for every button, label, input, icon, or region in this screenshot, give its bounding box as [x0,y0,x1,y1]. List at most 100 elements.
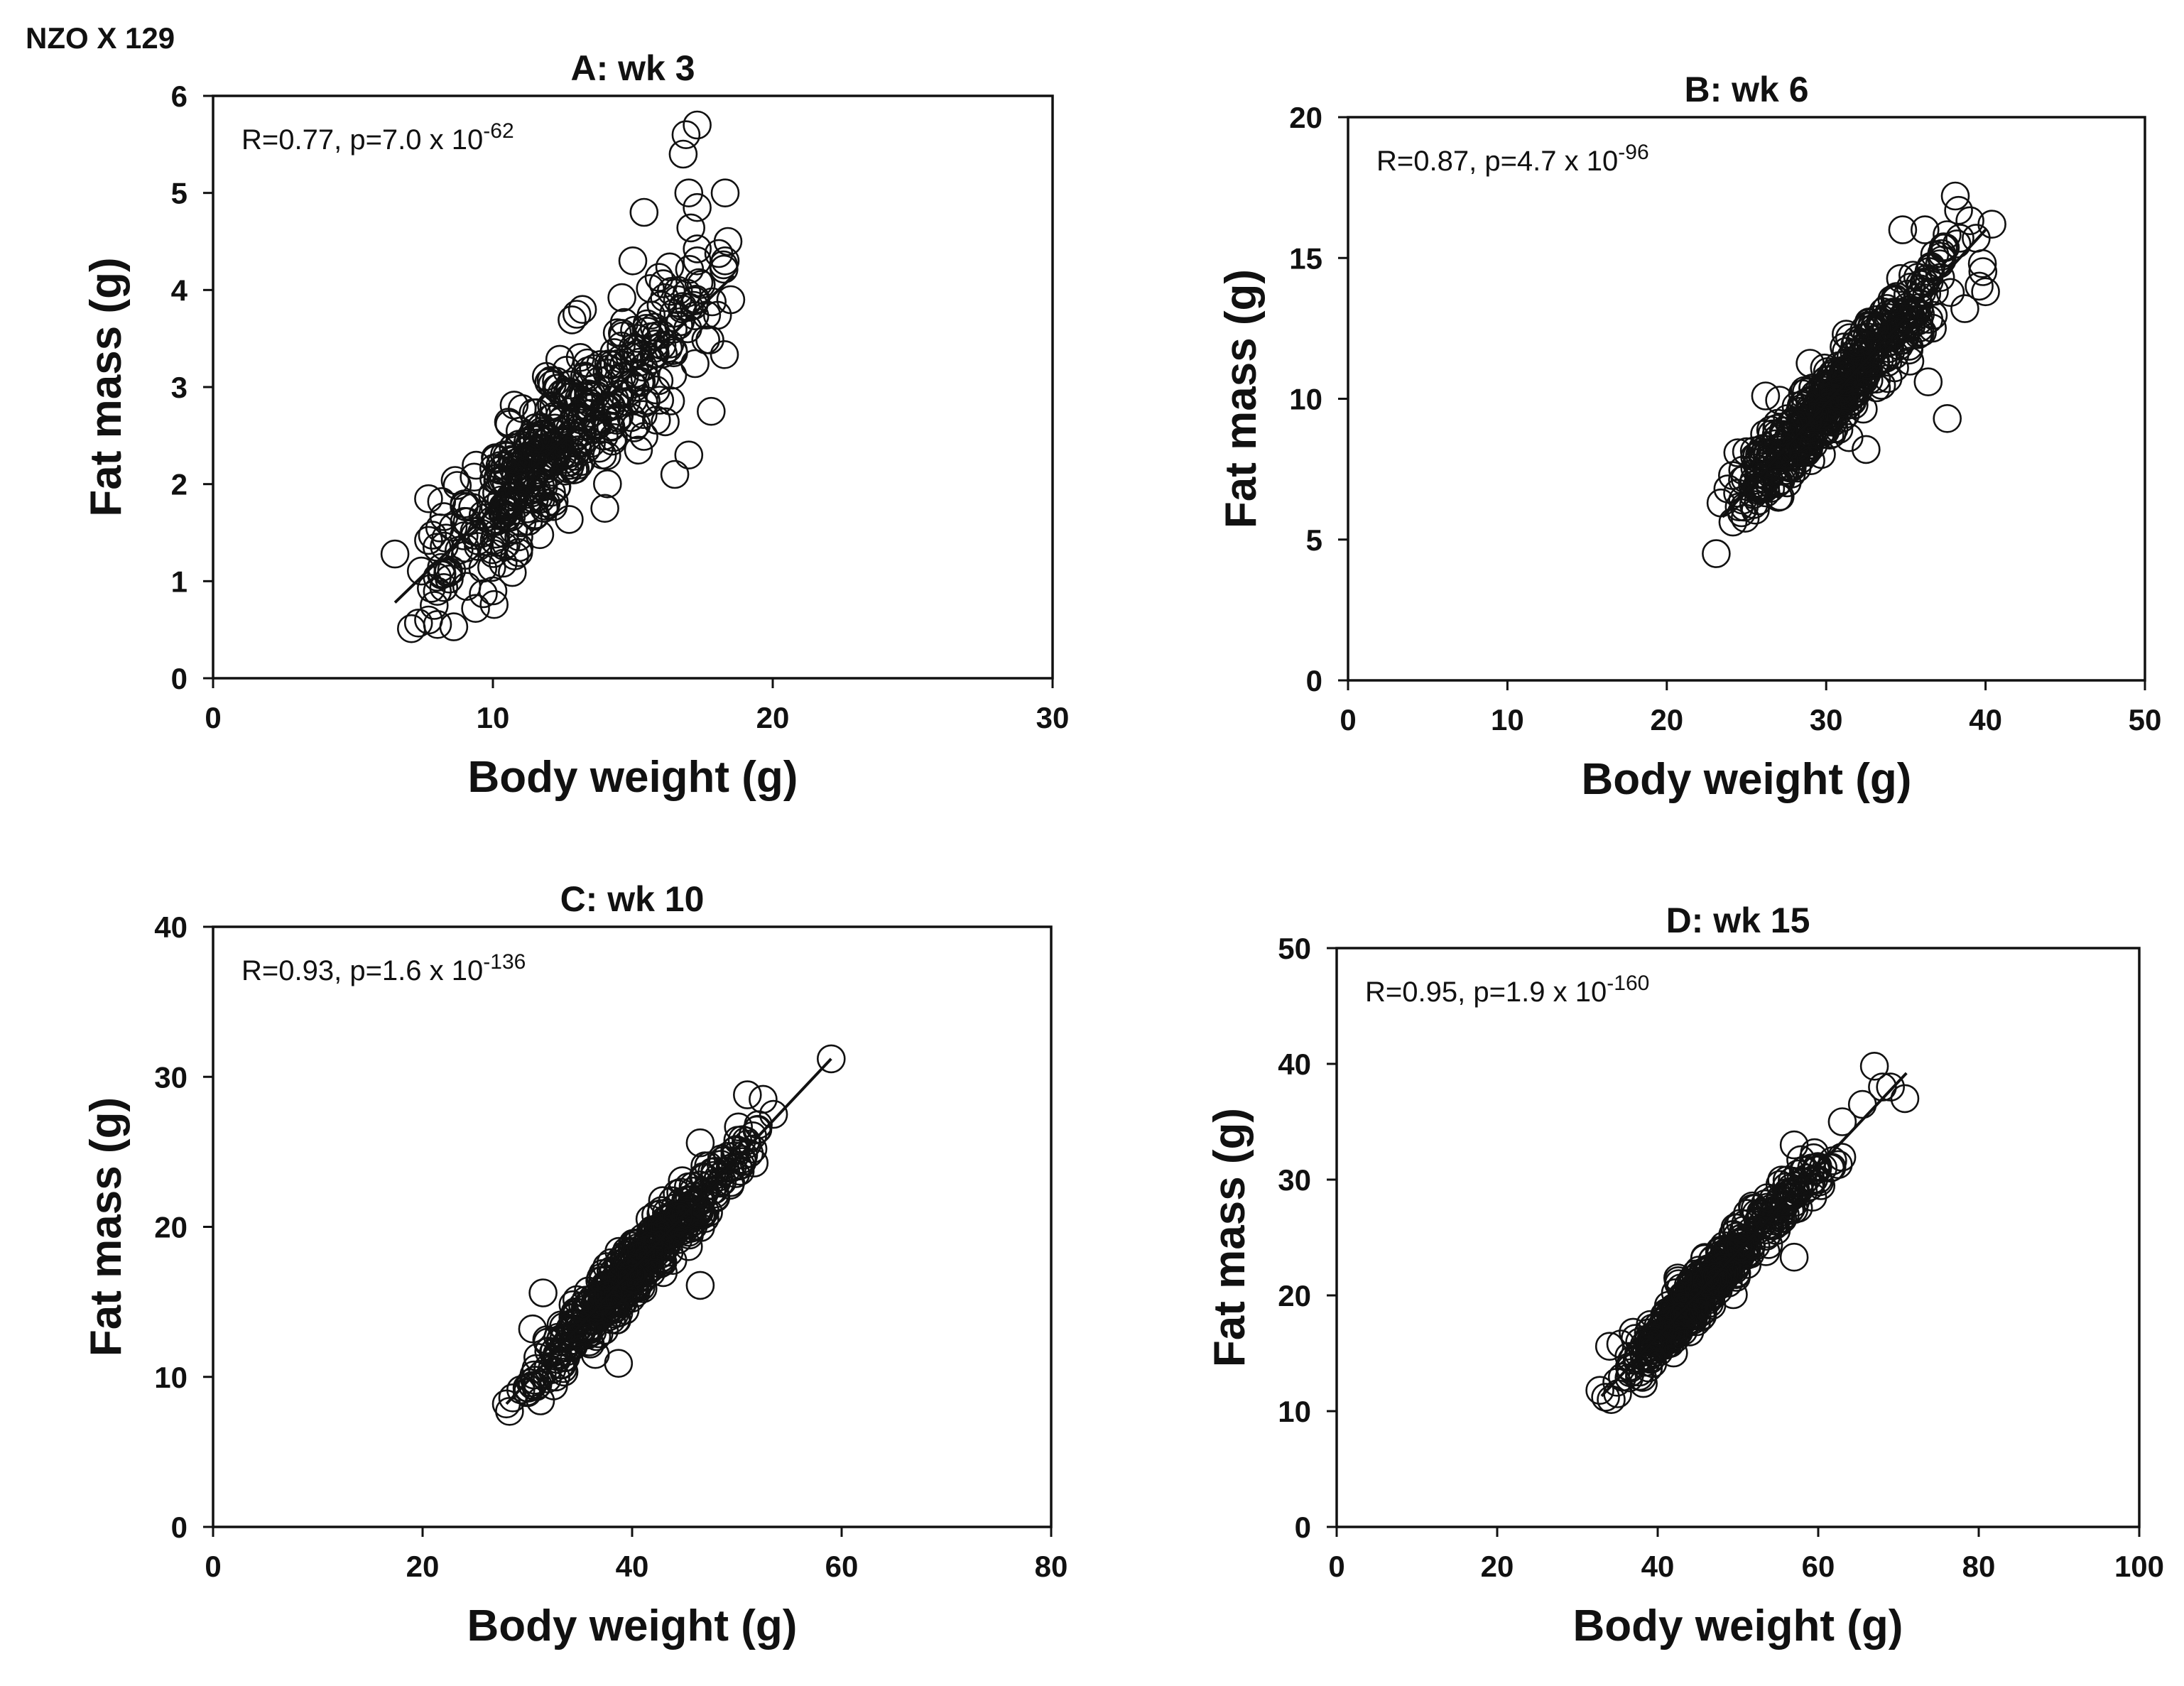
data-point [599,1294,628,1324]
data-point [563,1314,593,1344]
y-tick-label: 20 [1278,1279,1311,1312]
y-tick-label: 20 [1289,101,1322,134]
data-point [1913,367,1943,397]
data-point [658,1246,688,1276]
data-point [522,421,552,451]
data-point [419,591,449,620]
plot-frame [212,925,1053,1528]
stat-annotation: R=0.77, p=7.0 x 10-62 [241,119,514,156]
data-point [1594,1332,1624,1361]
data-point [491,530,521,559]
data-point [1925,263,1955,293]
data-point [1810,372,1840,402]
data-point [602,318,632,347]
data-point [1864,327,1894,357]
data-point [660,459,690,489]
data-point [1933,220,1962,249]
x-tick-label: 20 [756,701,790,734]
data-point [403,608,433,638]
x-tick-label: 10 [477,701,510,734]
stat-exponent: -160 [1607,972,1649,995]
data-point [1779,1242,1809,1272]
data-point [619,1264,648,1293]
data-point [478,576,508,606]
data-point [1736,1231,1766,1261]
data-point [464,532,493,561]
data-point [685,1128,715,1158]
y-tick-label: 50 [1278,932,1311,965]
data-point [495,1397,524,1426]
data-point [423,577,452,607]
data-point [1795,427,1825,457]
data-point [623,1239,652,1269]
panel-b: B: wk 6 Body weight (g) Fat mass (g) R=0… [1217,70,2161,804]
data-point [1803,1155,1832,1185]
data-point [1765,1170,1795,1200]
x-tick-label: 40 [1969,703,2002,736]
data-point [1606,1329,1636,1359]
x-tick-label: 20 [1650,703,1683,736]
stat-text: R=0.77, p=7.0 x 10 [241,124,483,156]
data-point [1784,1175,1814,1204]
data-point [521,413,550,442]
data-point [1692,1266,1722,1296]
stat-annotation: R=0.93, p=1.6 x 10-136 [241,950,526,986]
data-point [414,526,443,555]
data-point [685,1271,715,1300]
data-point [623,324,652,353]
regression-line [1721,229,1987,518]
y-axis-label: Fat mass (g) [82,257,131,516]
data-point [531,361,561,391]
data-point [585,366,614,396]
data-point [450,489,479,518]
data-point [1778,408,1808,437]
data-point [710,178,740,208]
x-tick-label: 0 [1328,1550,1344,1583]
data-point [709,254,739,284]
data-point [710,339,739,369]
data-point [630,363,660,393]
data-point [674,440,704,470]
y-tick-label: 40 [1278,1048,1311,1081]
data-point [629,197,659,227]
regression-line [393,274,735,604]
data-point [1781,391,1811,421]
data-point [572,1320,602,1350]
stat-text: R=0.87, p=4.7 x 10 [1376,146,1618,177]
data-point [1928,233,1958,263]
y-tick-label: 10 [1289,383,1322,416]
data-point [555,505,584,534]
data-point [418,521,447,550]
data-point [716,285,746,315]
data-point [488,548,518,578]
data-point [560,1320,590,1349]
data-point [651,407,680,437]
data-point [1890,1084,1920,1114]
data-point [461,594,490,624]
data-point [437,555,467,585]
data-point [713,227,743,256]
data-point [636,300,666,330]
data-point [507,393,537,423]
data-point [1663,1263,1693,1293]
data-point [715,1154,745,1183]
data-point [583,1283,613,1313]
y-tick-label: 4 [171,273,188,307]
data-point [1704,1267,1733,1297]
data-point [710,246,740,276]
data-point [655,330,685,359]
data-point [659,298,688,328]
x-tick-label: 0 [205,701,221,734]
panel-title: A: wk 3 [570,48,695,88]
data-point [1965,271,1994,301]
data-point [817,1044,846,1074]
data-point [479,589,509,619]
data-point [1773,423,1803,452]
data-point [1889,313,1918,343]
data-point [523,425,553,455]
data-point [429,572,459,602]
data-point [582,409,612,439]
data-point [1638,1327,1668,1357]
data-point [462,450,491,480]
